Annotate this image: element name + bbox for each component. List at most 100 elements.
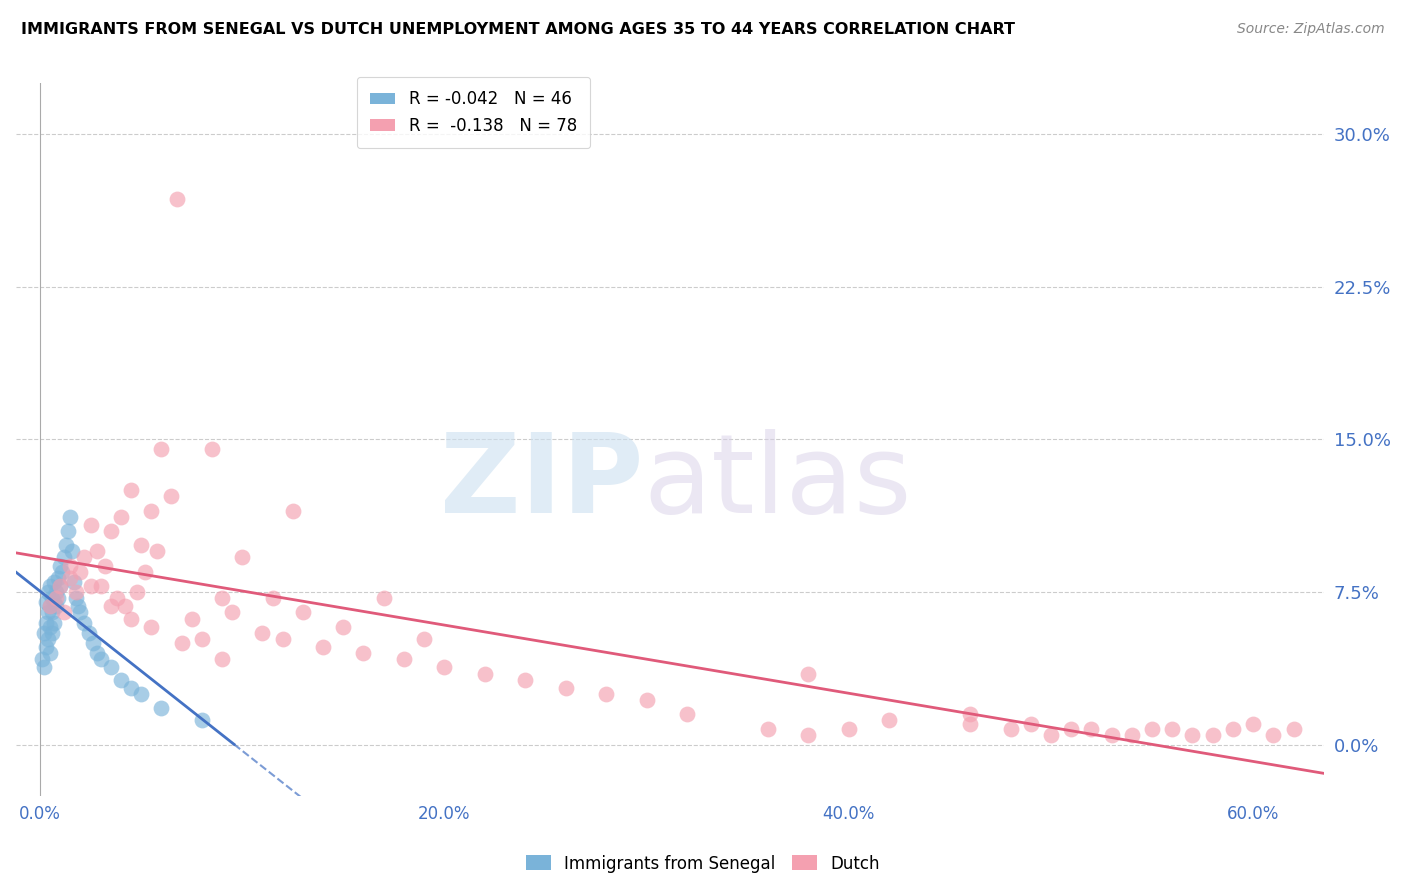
Point: [1202, 728, 1225, 742]
Point: [110, 673, 132, 687]
Point: [82, 636, 104, 650]
Text: atlas: atlas: [644, 428, 912, 535]
Point: [53, 606, 76, 620]
Point: [1019, 717, 1042, 731]
Point: [39, 646, 62, 660]
Text: ZIP: ZIP: [440, 428, 644, 535]
Point: [262, 591, 284, 606]
Point: [271, 632, 294, 646]
Point: [44, 574, 66, 589]
Point: [1263, 728, 1285, 742]
Point: [515, 673, 537, 687]
Point: [45, 591, 67, 606]
Point: [67, 599, 90, 614]
Point: [58, 524, 80, 538]
Point: [1181, 728, 1204, 742]
Point: [756, 722, 779, 736]
Point: [93, 558, 115, 573]
Point: [201, 442, 224, 457]
Point: [100, 660, 122, 674]
Point: [1222, 722, 1244, 736]
Point: [105, 591, 128, 606]
Point: [39, 599, 62, 614]
Point: [37, 585, 59, 599]
Point: [433, 660, 456, 674]
Point: [211, 591, 233, 606]
Point: [129, 538, 152, 552]
Point: [90, 579, 112, 593]
Point: [86, 646, 108, 660]
Point: [69, 565, 91, 579]
Point: [49, 558, 72, 573]
Point: [46, 591, 69, 606]
Point: [79, 579, 101, 593]
Point: [32, 625, 55, 640]
Point: [190, 632, 212, 646]
Point: [676, 707, 699, 722]
Point: [35, 640, 58, 654]
Point: [39, 599, 62, 614]
Point: [160, 489, 183, 503]
Point: [1101, 728, 1123, 742]
Point: [211, 652, 233, 666]
Point: [134, 565, 156, 579]
Point: [554, 681, 576, 695]
Point: [146, 544, 169, 558]
Point: [252, 625, 274, 640]
Point: [1080, 722, 1102, 736]
Point: [1241, 717, 1264, 731]
Point: [77, 625, 100, 640]
Point: [474, 666, 496, 681]
Text: IMMIGRANTS FROM SENEGAL VS DUTCH UNEMPLOYMENT AMONG AGES 35 TO 44 YEARS CORRELAT: IMMIGRANTS FROM SENEGAL VS DUTCH UNEMPLO…: [21, 22, 1015, 37]
Point: [32, 660, 55, 674]
Point: [120, 681, 142, 695]
Point: [35, 595, 58, 609]
Point: [373, 591, 395, 606]
Point: [312, 640, 335, 654]
Point: [100, 599, 122, 614]
Point: [180, 611, 202, 625]
Point: [100, 524, 122, 538]
Point: [1161, 722, 1184, 736]
Point: [1121, 728, 1143, 742]
Point: [31, 652, 53, 666]
Point: [73, 550, 96, 565]
Point: [291, 606, 314, 620]
Legend: Immigrants from Senegal, Dutch: Immigrants from Senegal, Dutch: [519, 848, 887, 880]
Point: [53, 550, 76, 565]
Point: [150, 701, 173, 715]
Point: [39, 579, 62, 593]
Point: [959, 707, 981, 722]
Point: [55, 538, 77, 552]
Point: [41, 625, 63, 640]
Point: [353, 646, 375, 660]
Point: [65, 585, 87, 599]
Point: [125, 585, 148, 599]
Legend: R = -0.042   N = 46, R =  -0.138   N = 78: R = -0.042 N = 46, R = -0.138 N = 78: [357, 77, 591, 148]
Point: [114, 599, 136, 614]
Point: [41, 606, 63, 620]
Point: [79, 517, 101, 532]
Point: [60, 544, 83, 558]
Point: [1000, 722, 1022, 736]
Point: [110, 509, 132, 524]
Point: [49, 579, 72, 593]
Point: [41, 591, 63, 606]
Point: [636, 693, 658, 707]
Point: [141, 503, 163, 517]
Point: [959, 717, 981, 731]
Point: [1282, 722, 1305, 736]
Point: [44, 595, 66, 609]
Point: [46, 571, 69, 585]
Point: [45, 599, 67, 614]
Point: [1039, 728, 1062, 742]
Point: [231, 550, 253, 565]
Point: [65, 591, 87, 606]
Point: [595, 687, 617, 701]
Point: [63, 574, 86, 589]
Point: [59, 558, 82, 573]
Point: [86, 544, 108, 558]
Point: [797, 728, 820, 742]
Point: [413, 632, 436, 646]
Point: [35, 615, 58, 630]
